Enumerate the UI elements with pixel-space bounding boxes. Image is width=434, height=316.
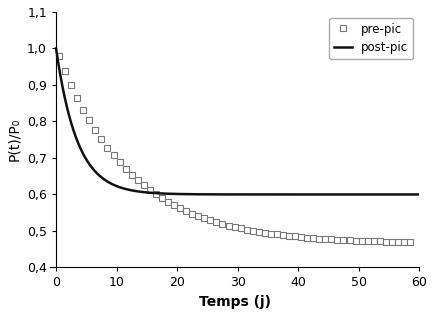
pre-pic bbox=[69, 83, 74, 87]
pre-pic bbox=[56, 55, 62, 58]
post-pic bbox=[220, 192, 226, 196]
Legend: pre-pic, post-pic: pre-pic, post-pic bbox=[329, 18, 413, 59]
Y-axis label: P(t)/P₀: P(t)/P₀ bbox=[7, 118, 21, 161]
pre-pic bbox=[93, 128, 98, 132]
post-pic bbox=[417, 192, 422, 196]
pre-pic bbox=[147, 188, 152, 192]
pre-pic bbox=[311, 236, 316, 240]
post-pic bbox=[406, 192, 411, 196]
post-pic bbox=[339, 192, 345, 196]
post-pic bbox=[72, 132, 77, 136]
pre-pic bbox=[238, 227, 243, 230]
pre-pic bbox=[111, 153, 116, 157]
post-pic bbox=[406, 192, 411, 196]
post-pic bbox=[230, 192, 235, 196]
Line: pre-pic: pre-pic bbox=[56, 54, 413, 245]
post-pic bbox=[53, 46, 59, 50]
Line: post-pic: post-pic bbox=[56, 48, 419, 194]
X-axis label: Temps (j): Temps (j) bbox=[199, 295, 270, 309]
pre-pic bbox=[408, 240, 413, 244]
